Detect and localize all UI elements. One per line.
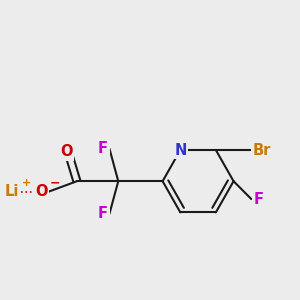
Text: Li: Li (5, 184, 19, 199)
Text: O: O (60, 144, 73, 159)
Text: F: F (98, 141, 108, 156)
Text: −: − (50, 177, 61, 190)
Text: Br: Br (253, 142, 271, 158)
Text: +: + (21, 178, 31, 188)
Text: O: O (35, 184, 47, 199)
Text: F: F (254, 191, 264, 206)
Text: F: F (98, 206, 108, 221)
Text: N: N (174, 142, 187, 158)
